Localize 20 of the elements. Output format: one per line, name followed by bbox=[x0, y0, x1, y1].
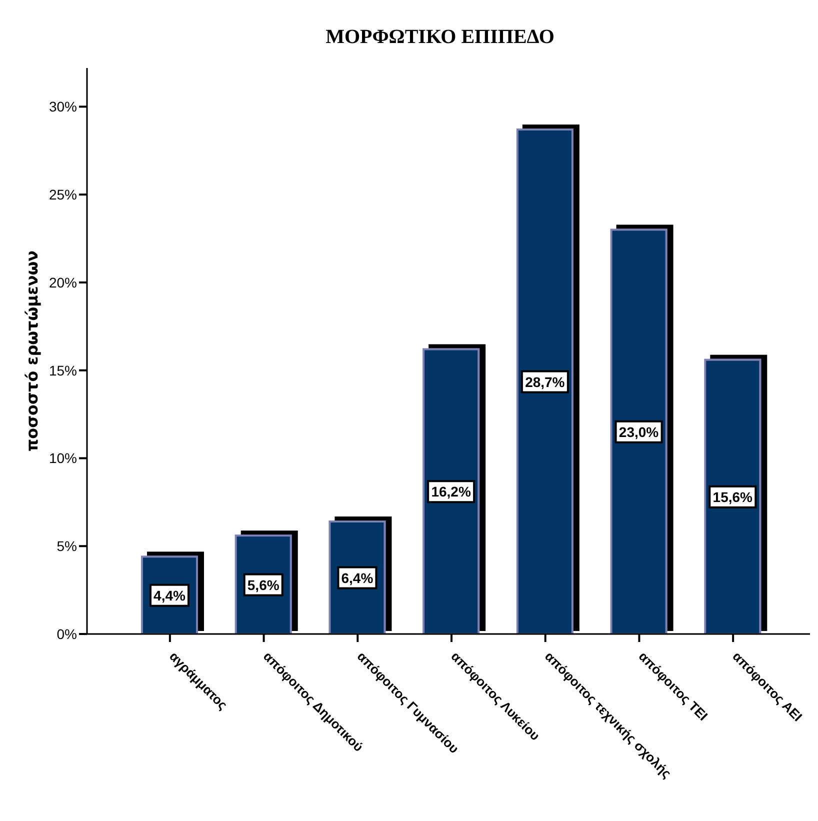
bar bbox=[422, 348, 480, 634]
y-tick-label: 10% bbox=[48, 450, 77, 466]
y-tick-label: 15% bbox=[48, 362, 77, 378]
data-label: 4,4% bbox=[154, 587, 186, 604]
y-axis-title: ποσοστό ερωτώμενων bbox=[22, 250, 42, 452]
data-label: 6,4% bbox=[341, 570, 374, 586]
y-tick-label: 5% bbox=[56, 538, 77, 554]
y-tick-label: 20% bbox=[48, 274, 77, 290]
data-label: 23,0% bbox=[618, 424, 660, 440]
y-tick-label: 25% bbox=[48, 186, 77, 203]
y-tick-label: 0% bbox=[56, 626, 77, 642]
y-tick-label: 30% bbox=[48, 98, 77, 115]
data-label: 16,2% bbox=[431, 484, 472, 500]
bar bbox=[610, 228, 668, 634]
bar bbox=[516, 128, 574, 634]
bar bbox=[704, 358, 762, 634]
data-label: 15,6% bbox=[712, 488, 754, 505]
data-label: 5,6% bbox=[247, 576, 280, 593]
data-label: 28,7% bbox=[525, 374, 566, 390]
chart-title: ΜΟΡΦΩΤΙΚΟ ΕΠΙΠΕΔΟ bbox=[324, 26, 556, 49]
